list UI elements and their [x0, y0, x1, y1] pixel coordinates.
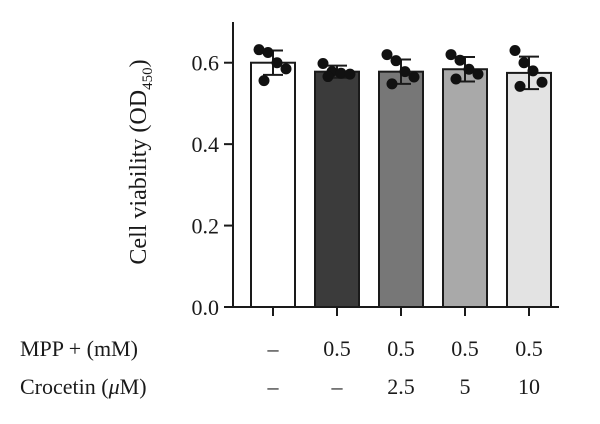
- mpp-value: 0.5: [515, 336, 543, 361]
- data-point: [317, 58, 329, 70]
- y-tick-label: 0.4: [192, 132, 220, 157]
- y-axis-label-sub: 450: [140, 67, 156, 90]
- mpp-value: 0.5: [451, 336, 479, 361]
- data-point: [344, 68, 356, 80]
- mpp-value: 0.5: [323, 336, 351, 361]
- y-tick-label: 0.0: [192, 295, 220, 320]
- data-point: [514, 80, 526, 92]
- data-point: [450, 73, 462, 85]
- data-point: [335, 67, 347, 79]
- y-tick-label: 0.6: [192, 51, 220, 76]
- data-point: [381, 49, 393, 61]
- data-point: [527, 65, 539, 77]
- crocetin-value: –: [267, 374, 280, 399]
- data-point: [509, 45, 521, 56]
- y-axis-label-main: Cell viability (OD: [126, 90, 152, 265]
- data-point: [454, 54, 466, 66]
- y-axis-label-close: ): [126, 59, 152, 67]
- y-tick-label: 0.2: [192, 214, 220, 239]
- row-label-mpp: MPP + (mM): [20, 336, 138, 361]
- mpp-value: 0.5: [387, 336, 415, 361]
- data-point: [258, 75, 270, 87]
- row-label-crocetin: Crocetin (μM): [20, 374, 147, 399]
- bar: [442, 68, 488, 308]
- crocetin-value: 2.5: [387, 374, 415, 399]
- bar: [250, 61, 296, 309]
- data-point: [399, 66, 411, 78]
- data-point: [253, 44, 265, 56]
- bars-layer: [250, 44, 552, 309]
- bar: [314, 70, 360, 308]
- data-point: [518, 57, 530, 69]
- data-point: [262, 47, 274, 59]
- row-label-crocetin-mu: μ: [108, 374, 120, 399]
- data-point: [386, 78, 398, 90]
- mpp-value: –: [267, 336, 280, 361]
- condition-rows: – – 0.5 – 0.5 2.5 0.5 5 0.5 10: [267, 336, 543, 399]
- data-point: [390, 55, 402, 67]
- data-point: [271, 57, 283, 69]
- x-axis: [233, 306, 559, 316]
- crocetin-value: 10: [518, 374, 540, 399]
- crocetin-value: –: [331, 374, 344, 399]
- y-axis-label: Cell viability (OD450): [126, 59, 156, 264]
- data-point: [463, 63, 475, 75]
- row-label-crocetin-prefix: Crocetin (: [20, 374, 109, 399]
- data-point: [445, 49, 457, 61]
- data-point: [322, 71, 334, 83]
- data-point: [280, 63, 292, 75]
- bar: [378, 70, 424, 308]
- row-label-crocetin-suffix: M): [120, 374, 147, 399]
- crocetin-value: 5: [460, 374, 471, 399]
- y-axis: 0.0 0.2 0.4 0.6: [192, 22, 234, 320]
- data-point: [536, 76, 548, 88]
- data-point: [408, 71, 420, 83]
- data-point: [472, 68, 484, 80]
- bar: [506, 71, 552, 309]
